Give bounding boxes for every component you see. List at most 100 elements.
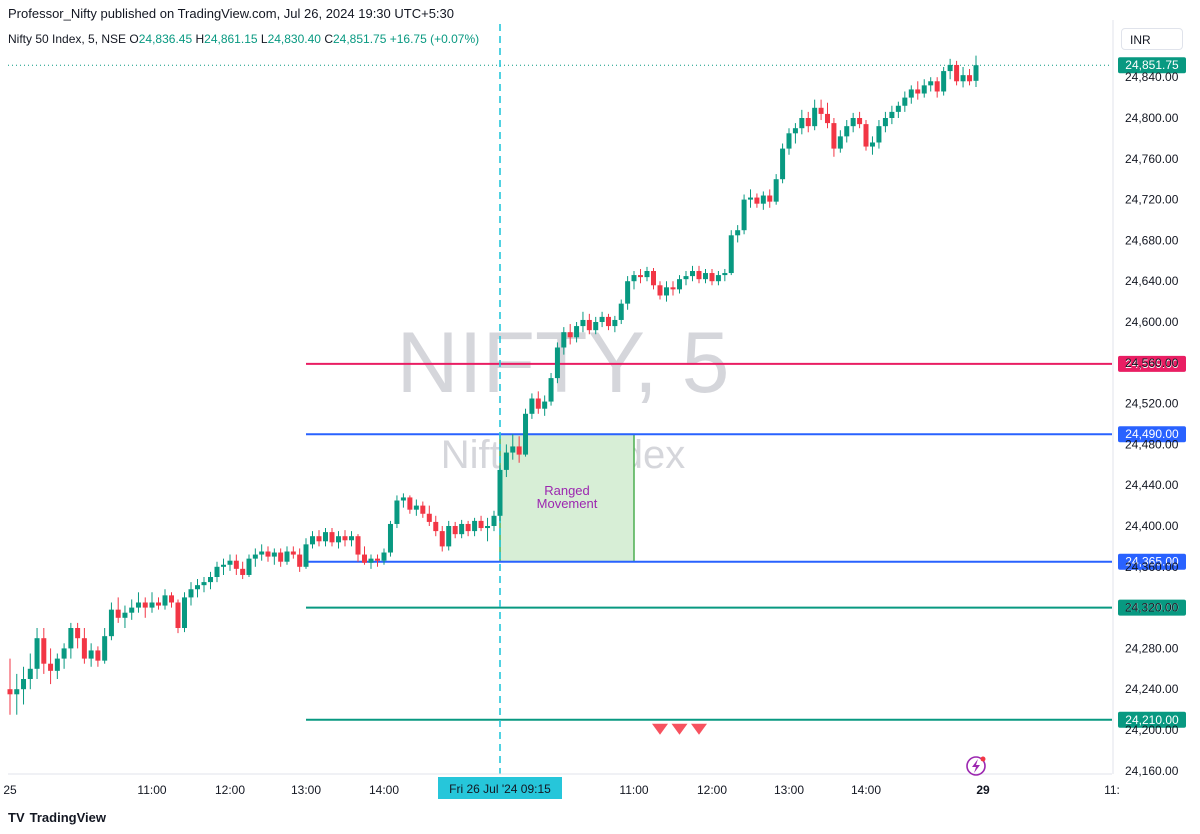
candle-body	[41, 638, 47, 664]
candle-body	[61, 648, 67, 659]
candle-body	[129, 607, 135, 613]
price-tick-label: 24,560.00	[1125, 356, 1179, 370]
candle-body	[375, 558, 380, 561]
candle-body	[786, 133, 792, 149]
candle-body	[516, 446, 522, 455]
candle-body	[670, 287, 676, 290]
sell-marker-triangle	[691, 723, 707, 735]
price-level-label: 24,320.00	[1125, 601, 1179, 615]
candle-body	[844, 126, 850, 137]
candle-body	[882, 118, 888, 127]
candle-body	[567, 332, 573, 338]
time-axis[interactable]: 25 11:00 12:00 13:00 14:00 11:00 12:00 13:00 14:…	[3, 773, 1120, 797]
candle-body	[863, 124, 869, 147]
price-level-tag	[1118, 711, 1186, 728]
candle-body	[837, 136, 843, 149]
candle-body	[48, 663, 54, 671]
candle-body	[368, 558, 374, 563]
price-tick-label: 24,640.00	[1125, 274, 1179, 288]
sell-marker-triangle	[671, 723, 688, 735]
candle-body	[156, 602, 161, 606]
candle-body	[162, 595, 168, 606]
candle-body	[954, 64, 960, 82]
candle-body	[869, 142, 875, 147]
candle-body	[799, 118, 805, 129]
candle-body	[510, 446, 516, 453]
candle-body	[27, 668, 33, 679]
time-tick-label: 14:00	[369, 783, 399, 797]
candle-body	[934, 81, 940, 92]
crosshair-time-label: Fri 26 Jul '24 09:15	[449, 782, 551, 796]
signal-markers	[652, 723, 707, 735]
close-label: C	[324, 32, 333, 46]
candle-body	[214, 566, 220, 577]
price-level-tag	[1118, 355, 1186, 372]
candle-body	[485, 526, 491, 529]
price-tick-label: 24,240.00	[1125, 682, 1179, 696]
candle-body	[188, 589, 194, 598]
high-value: 24,861.15	[204, 32, 258, 46]
price-tick-label: 24,320.00	[1125, 601, 1179, 615]
candle-body	[618, 303, 624, 320]
candle-body	[895, 105, 901, 112]
candles	[7, 55, 979, 715]
close-value: 24,851.75	[332, 32, 387, 46]
candle-body	[439, 531, 445, 547]
publisher-line: Professor_Nifty published on TradingView…	[8, 6, 454, 21]
candle-body	[362, 554, 367, 563]
candle-body	[472, 520, 478, 532]
candle-body	[722, 273, 728, 276]
candle-body	[593, 322, 599, 331]
candle-body	[433, 521, 439, 532]
candle-body	[303, 544, 309, 567]
candle-body	[825, 113, 830, 124]
candle-body	[278, 552, 284, 562]
candle-body	[407, 497, 413, 510]
price-tick-label: 24,800.00	[1125, 111, 1179, 125]
candle-body	[915, 89, 921, 94]
candle-body	[497, 469, 503, 516]
lightning-icon[interactable]	[966, 756, 986, 776]
symbol-name[interactable]: Nifty 50 Index, 5, NSE	[8, 32, 127, 46]
price-tick-label: 24,520.00	[1125, 397, 1179, 411]
candle-body	[246, 558, 252, 575]
candle-body	[265, 551, 271, 557]
candle-body	[175, 602, 181, 628]
price-tick-label: 24,360.00	[1125, 560, 1179, 574]
price-level-label: 24,559.00	[1125, 357, 1179, 371]
price-tick-label: 24,680.00	[1125, 233, 1179, 247]
candle-body	[548, 378, 554, 402]
candle-body	[683, 276, 689, 280]
candle-body	[812, 107, 818, 127]
candle-body	[259, 551, 265, 555]
time-tick-label: 14:00	[851, 783, 881, 797]
price-axis[interactable]: 24,160.00 24,200.00 24,240.00 24,280.00 24,3…	[1112, 20, 1179, 778]
price-tick-label: 24,480.00	[1125, 437, 1179, 451]
tradingview-brand[interactable]: TV TradingView	[8, 810, 106, 825]
brand-name: TradingView	[29, 810, 106, 825]
price-levels[interactable]: 24,559.00 24,490.00 24,365.00 24,320.00 24,2…	[8, 57, 1186, 728]
candle-body	[102, 636, 108, 661]
time-tick-label: 13:00	[291, 783, 321, 797]
price-level-label: 24,210.00	[1125, 713, 1179, 727]
candle-body	[941, 71, 947, 92]
candle-body	[420, 505, 426, 514]
candle-body	[233, 560, 239, 569]
candle-body	[122, 612, 128, 618]
price-tick-label: 24,160.00	[1125, 764, 1179, 778]
candle-body	[355, 536, 361, 555]
candle-body	[715, 275, 721, 282]
currency-selector[interactable]: INR	[1121, 28, 1183, 50]
candle-body	[290, 551, 296, 555]
candle-body	[142, 602, 148, 608]
candle-body	[503, 452, 509, 470]
price-tick-label: 24,280.00	[1125, 641, 1179, 655]
candle-body	[7, 689, 13, 695]
time-tick-label: 12:00	[215, 783, 245, 797]
candle-body	[465, 523, 471, 532]
candle-body	[195, 585, 200, 590]
candle-body	[651, 271, 656, 286]
candle-body	[75, 628, 81, 639]
candle-body	[400, 497, 406, 501]
